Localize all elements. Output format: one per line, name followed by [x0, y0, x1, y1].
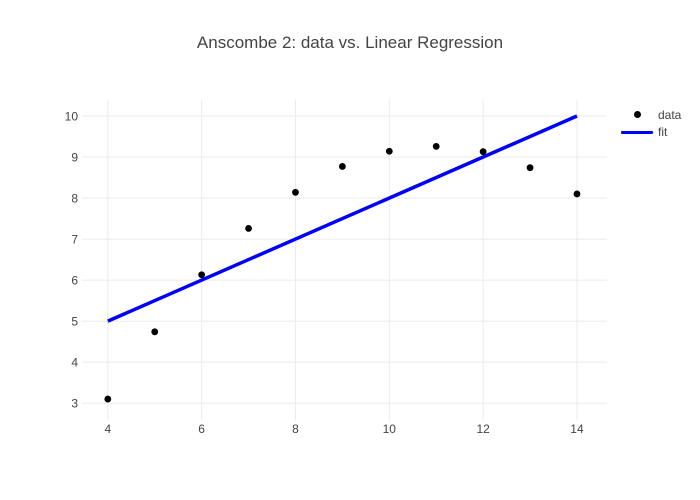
legend-item-fit[interactable]: fit: [620, 124, 681, 142]
data-marker-icon: [633, 111, 641, 119]
legend-swatch-area: [620, 111, 654, 119]
y-tick-label: 8: [71, 191, 78, 205]
y-tick-label: 4: [71, 355, 78, 369]
data-point[interactable]: [151, 328, 159, 336]
fit-line-icon: [621, 130, 653, 134]
data-point[interactable]: [479, 148, 487, 156]
y-tick-label: 7: [71, 232, 78, 246]
x-tick-label: 8: [292, 422, 299, 436]
fit-line[interactable]: [107, 114, 578, 323]
y-tick-label: 9: [71, 150, 78, 164]
x-tick-label: 4: [104, 422, 111, 436]
chart-title: Anscombe 2: data vs. Linear Regression: [196, 33, 504, 52]
legend-label-data: data: [658, 107, 682, 122]
data-point[interactable]: [104, 395, 112, 403]
x-tick-label: 14: [570, 422, 584, 436]
data-point[interactable]: [245, 225, 252, 232]
y-tick-label: 3: [71, 396, 78, 410]
data-point[interactable]: [573, 190, 581, 198]
data-point[interactable]: [385, 147, 393, 155]
data-point[interactable]: [292, 188, 299, 196]
legend-swatch-area: [620, 130, 654, 134]
legend-label-fit: fit: [658, 125, 668, 140]
x-tick-label: 6: [198, 422, 205, 436]
legend-item-data[interactable]: data: [620, 106, 681, 124]
data-point[interactable]: [526, 164, 534, 172]
x-tick-label: 12: [476, 422, 490, 436]
legend: data fit: [620, 106, 681, 141]
data-point[interactable]: [198, 271, 206, 279]
data-point[interactable]: [432, 142, 440, 150]
y-tick-label: 5: [71, 314, 78, 328]
data-point[interactable]: [338, 163, 346, 170]
y-tick-label: 10: [65, 109, 79, 123]
x-tick-label: 10: [383, 422, 397, 436]
y-tick-label: 6: [71, 273, 78, 287]
